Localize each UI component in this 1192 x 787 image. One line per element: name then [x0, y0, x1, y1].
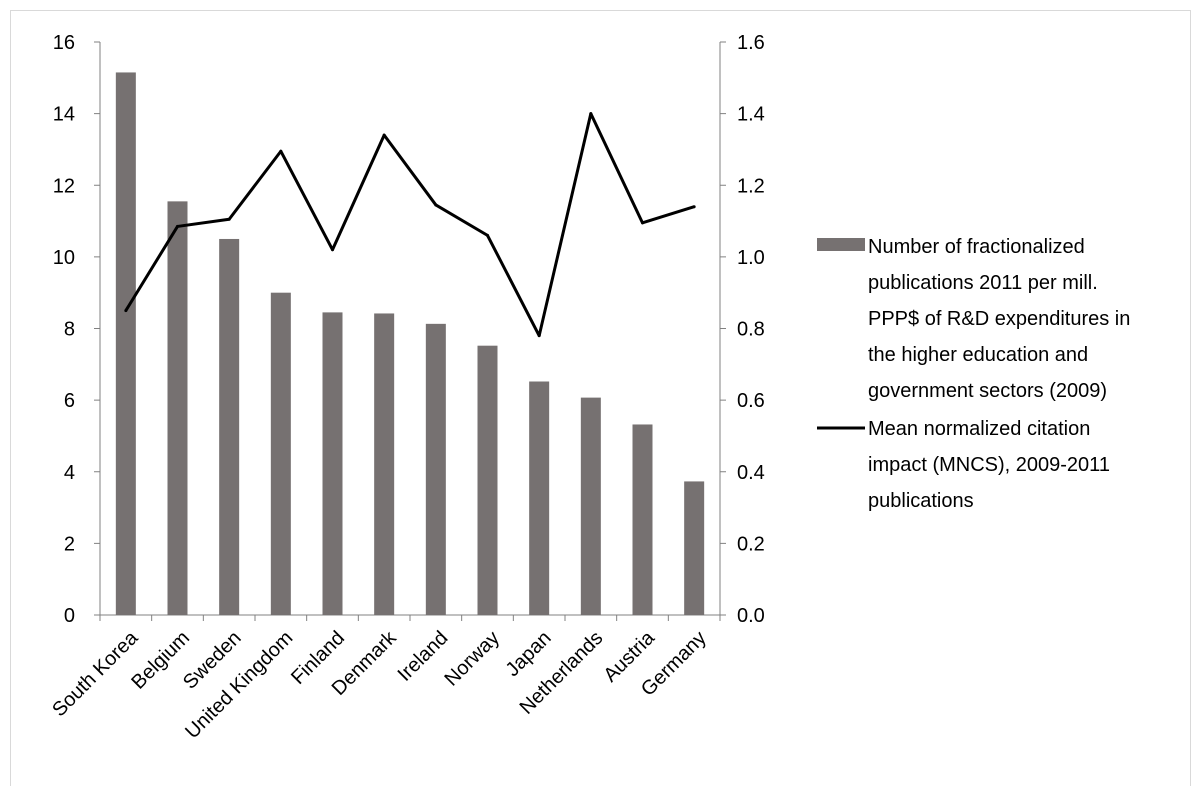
- right-tick-label: 1.4: [737, 104, 765, 126]
- bar: [219, 238, 240, 615]
- right-tick-label: 0.0: [737, 605, 765, 627]
- line-point: [589, 112, 593, 116]
- bar: [632, 424, 653, 615]
- left-y-axis: 0 2 4 6 8 10 12 14 16: [53, 32, 101, 627]
- line-point: [227, 217, 231, 221]
- bar-series: [115, 72, 705, 616]
- bar: [374, 313, 395, 615]
- bar: [580, 397, 601, 615]
- legend-line-text: Mean normalized citation: [868, 418, 1090, 440]
- chart-frame: [10, 10, 1191, 786]
- line-point: [537, 334, 541, 338]
- bar: [529, 381, 550, 615]
- left-tick-label: 12: [53, 175, 75, 197]
- left-tick-label: 2: [64, 533, 75, 555]
- legend-line-text: publications 2011 per mill.: [868, 272, 1098, 294]
- right-tick-label: 0.6: [737, 390, 765, 412]
- legend-line-text: the higher education and: [868, 344, 1088, 366]
- bar: [270, 292, 291, 615]
- legend-bar-label: Number of fractionalized publications 201…: [868, 236, 1130, 402]
- line-series: [124, 112, 696, 338]
- line-point: [486, 233, 489, 237]
- legend: Number of fractionalized publications 201…: [817, 236, 1130, 512]
- x-tick-label: Norway: [441, 627, 504, 690]
- bar: [167, 201, 188, 615]
- legend-bar-swatch: [817, 238, 865, 251]
- legend-line-text: Number of fractionalized: [868, 236, 1085, 258]
- right-tick-label: 0.8: [737, 319, 765, 341]
- left-tick-label: 14: [53, 104, 75, 126]
- bar: [425, 323, 446, 615]
- line-point: [176, 224, 179, 228]
- line-point: [382, 133, 386, 137]
- left-tick-label: 16: [53, 32, 75, 54]
- line-point: [279, 149, 283, 153]
- line-point: [692, 205, 696, 209]
- left-tick-label: 10: [53, 247, 75, 269]
- bar: [477, 345, 498, 615]
- right-tick-label: 1.6: [737, 32, 765, 54]
- legend-line-label: Mean normalized citation impact (MNCS), 2…: [868, 418, 1110, 512]
- left-tick-label: 0: [64, 605, 75, 627]
- x-tick-label: South Korea: [48, 626, 143, 721]
- bar: [322, 312, 343, 615]
- left-tick-label: 6: [64, 390, 75, 412]
- legend-line-text: PPP$ of R&D expenditures in: [868, 308, 1130, 330]
- bar: [684, 481, 705, 615]
- legend-line-text: government sectors (2009): [868, 380, 1107, 402]
- line-point: [434, 203, 438, 207]
- right-y-axis: 0.0 0.2 0.4 0.6 0.8 1.0 1.2 1.4 1.6: [719, 32, 765, 627]
- line-point: [331, 248, 334, 252]
- legend-line-text: impact (MNCS), 2009-2011: [868, 454, 1110, 476]
- left-tick-label: 4: [64, 462, 75, 484]
- right-tick-label: 1.2: [737, 175, 765, 197]
- right-tick-label: 0.2: [737, 533, 765, 555]
- right-tick-label: 0.4: [737, 462, 765, 484]
- left-tick-label: 8: [64, 319, 75, 341]
- line-point: [124, 309, 128, 313]
- right-tick-label: 1.0: [737, 247, 765, 269]
- line-path: [124, 112, 695, 338]
- bar: [115, 72, 136, 616]
- legend-line-text: publications: [868, 490, 974, 512]
- line-point: [641, 221, 644, 225]
